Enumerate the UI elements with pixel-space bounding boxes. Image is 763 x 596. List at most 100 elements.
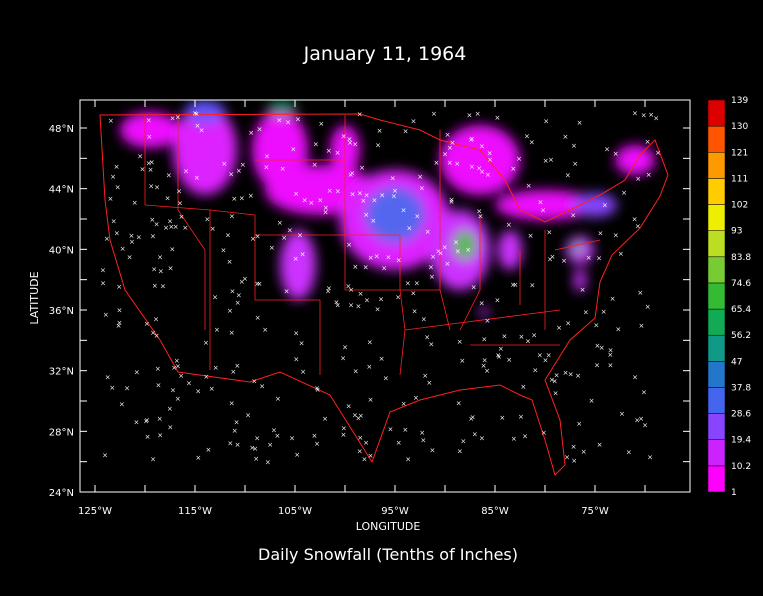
station-marker: × — [234, 418, 240, 426]
station-marker: × — [469, 163, 475, 171]
station-marker: × — [221, 160, 227, 168]
station-marker: × — [335, 302, 341, 310]
station-marker: × — [290, 146, 296, 154]
station-marker: × — [105, 374, 111, 382]
colorbar-swatch — [707, 465, 726, 493]
station-marker: × — [289, 435, 295, 443]
station-marker: × — [250, 235, 256, 243]
station-marker: × — [563, 369, 569, 377]
station-marker: × — [468, 415, 474, 423]
station-marker: × — [506, 221, 512, 229]
station-markers: ××××××××××××××××××××××××××××××××××××××××… — [100, 109, 661, 466]
station-marker: × — [449, 139, 455, 147]
caption: Daily Snowfall (Tenths of Inches) — [258, 545, 518, 564]
station-marker: × — [413, 394, 419, 402]
station-marker: × — [239, 278, 245, 286]
colorbar-label: 83.8 — [731, 253, 751, 263]
station-marker: × — [405, 455, 411, 463]
station-marker: × — [287, 226, 293, 234]
y-tick-label: 32°N — [49, 367, 74, 378]
station-marker: × — [572, 160, 578, 168]
station-marker: × — [414, 280, 420, 288]
station-marker: × — [565, 171, 571, 179]
station-marker: × — [231, 195, 237, 203]
station-marker: × — [204, 215, 210, 223]
colorbar-swatch — [707, 125, 726, 153]
station-marker: × — [347, 139, 353, 147]
station-marker: × — [148, 183, 154, 191]
station-marker: × — [470, 413, 476, 421]
x-ticks: 125°W 115°W 105°W 95°W 85°W 75°W — [78, 100, 646, 517]
station-marker: × — [472, 431, 478, 439]
station-marker: × — [364, 192, 370, 200]
station-marker: × — [396, 257, 402, 265]
station-marker: × — [102, 451, 108, 459]
colorbar-swatch — [707, 308, 726, 336]
y-ticks: 24°N 28°N 32°N 36°N 40°N 44°N 48°N — [49, 124, 690, 499]
station-marker: × — [645, 138, 651, 146]
station-marker: × — [632, 215, 638, 223]
station-marker: × — [341, 133, 347, 141]
station-marker: × — [429, 447, 435, 455]
station-marker: × — [412, 307, 418, 315]
station-marker: × — [431, 110, 437, 118]
station-marker: × — [157, 253, 163, 261]
station-marker: × — [589, 397, 595, 405]
station-marker: × — [265, 459, 271, 467]
station-marker: × — [639, 322, 645, 330]
station-marker: × — [295, 115, 301, 123]
station-marker: × — [240, 161, 246, 169]
station-marker: × — [225, 232, 231, 240]
station-marker: × — [498, 345, 504, 353]
station-marker: × — [520, 383, 526, 391]
station-marker: × — [469, 135, 475, 143]
snowfall-field — [120, 100, 655, 317]
station-marker: × — [160, 283, 166, 291]
station-marker: × — [529, 138, 535, 146]
station-marker: × — [586, 254, 592, 262]
station-marker: × — [157, 415, 163, 423]
station-marker: × — [495, 352, 501, 360]
station-marker: × — [635, 223, 641, 231]
station-marker: × — [621, 189, 627, 197]
station-marker: × — [124, 385, 130, 393]
station-marker: × — [379, 191, 385, 199]
station-marker: × — [326, 147, 332, 155]
station-marker: × — [554, 372, 560, 380]
station-marker: × — [610, 295, 616, 303]
station-marker: × — [594, 362, 600, 370]
station-marker: × — [314, 384, 320, 392]
station-marker: × — [632, 374, 638, 382]
station-marker: × — [540, 207, 546, 215]
station-marker: × — [419, 429, 425, 437]
station-marker: × — [325, 287, 331, 295]
station-marker: × — [383, 374, 389, 382]
station-marker: × — [552, 378, 558, 386]
station-marker: × — [356, 414, 362, 422]
station-marker: × — [293, 255, 299, 263]
colorbar-label: 121 — [731, 148, 748, 158]
station-marker: × — [485, 317, 491, 325]
station-marker: × — [445, 131, 451, 139]
station-marker: × — [402, 426, 408, 434]
station-marker: × — [456, 399, 462, 407]
station-marker: × — [119, 401, 125, 409]
station-marker: × — [580, 286, 586, 294]
station-marker: × — [293, 190, 299, 198]
colorbar-label: 139 — [731, 96, 748, 106]
station-marker: × — [424, 334, 430, 342]
station-marker: × — [150, 456, 156, 464]
station-marker: × — [165, 194, 171, 202]
station-marker: × — [481, 335, 487, 343]
station-marker: × — [524, 132, 530, 140]
station-marker: × — [157, 431, 163, 439]
station-marker: × — [132, 199, 138, 207]
station-marker: × — [317, 196, 323, 204]
colorbar-swatch — [707, 230, 726, 258]
colorbar-label: 28.6 — [731, 410, 751, 420]
station-marker: × — [577, 119, 583, 127]
colorbar-swatch — [707, 99, 726, 127]
station-marker: × — [359, 164, 365, 172]
station-marker: × — [348, 301, 354, 309]
station-marker: × — [169, 246, 175, 254]
